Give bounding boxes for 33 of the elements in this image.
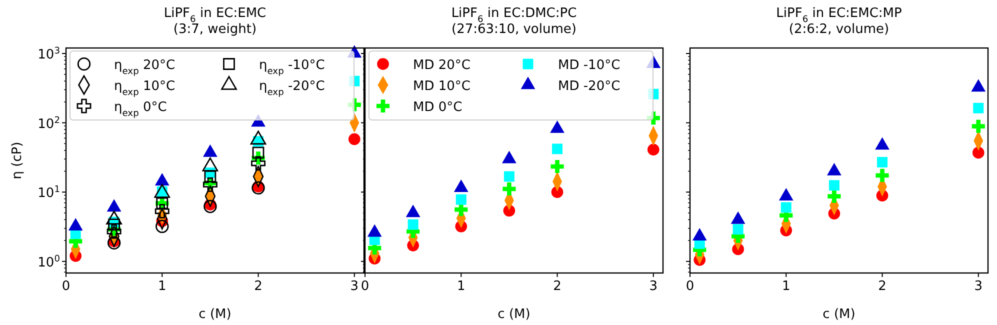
x-tick-label: 2 — [254, 279, 262, 294]
legend-label: MD -10°C — [558, 58, 620, 73]
x-tick-label: 1 — [782, 279, 790, 294]
chart-title: LiPF$_{6}$ in EC:DMC:PC (27:63:10, volume) — [451, 6, 577, 37]
legend-label: η$_{exp}$ -10°C — [259, 58, 325, 77]
x-tick-label: 0 — [360, 279, 370, 294]
x-tick-label: 1 — [158, 279, 166, 294]
x-axis-title: c (M) — [822, 307, 856, 322]
legend-label: η$_{exp}$ 0°C — [114, 100, 167, 119]
x-tick-label: 3 — [974, 279, 983, 294]
x-axis-title: c (M) — [498, 307, 530, 322]
x-tick-label: 2 — [878, 279, 886, 294]
y-tick-label: 10$^{2}$ — [38, 116, 60, 132]
y-axis-title: η (cP) — [10, 142, 25, 180]
x-tick-label: 1 — [456, 279, 466, 294]
legend-label: η$_{exp}$ -20°C — [259, 79, 325, 98]
legend-label: MD 10°C — [413, 79, 470, 94]
legend-label: MD 20°C — [413, 58, 470, 73]
y-tick-label: 10$^{0}$ — [38, 254, 60, 270]
legend-label: MD -20°C — [558, 79, 620, 94]
x-tick-label: 2 — [553, 279, 562, 294]
legend-label: MD 0°C — [413, 100, 462, 115]
y-tick-label: 10$^{3}$ — [38, 46, 60, 62]
chart-title: LiPF$_{6}$ in EC:EMC:MP (2:6:2, volume) — [776, 6, 902, 37]
x-tick-label: 0 — [686, 279, 694, 294]
x-tick-label: 3 — [649, 279, 658, 294]
y-tick-label: 10$^{1}$ — [38, 185, 60, 202]
chart-title: LiPF$_{6}$ in EC:EMC (3:7, weight) — [164, 6, 266, 37]
legend-label: η$_{exp}$ 10°C — [114, 79, 176, 98]
x-tick-label: 0 — [62, 279, 70, 294]
x-tick-label: 3 — [350, 279, 359, 294]
legend-label: η$_{exp}$ 20°C — [114, 58, 176, 77]
x-axis-title: c (M) — [198, 307, 232, 322]
